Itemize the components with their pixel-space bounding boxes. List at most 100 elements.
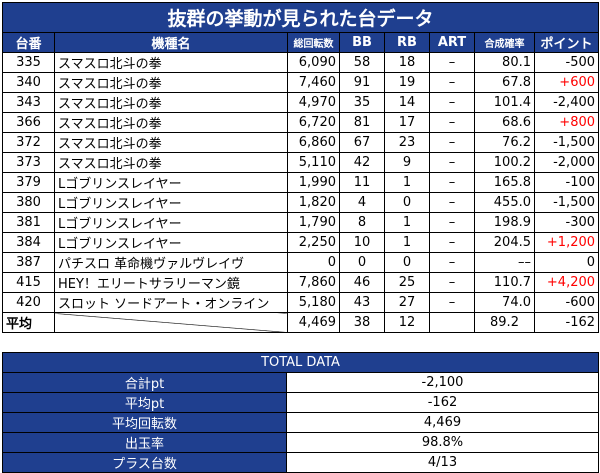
average-label: 平均 xyxy=(2,312,55,333)
machine-number: 343 xyxy=(2,92,55,113)
total-spins: 7,460 xyxy=(287,72,340,93)
art-count: – xyxy=(429,232,475,253)
total-row: プラス台数 4/13 xyxy=(2,451,599,473)
point-value: -300 xyxy=(533,212,600,233)
machine-data-table: 抜群の挙動が見られた台データ 台番 機種名 総回転数 BB RB ART 合成確… xyxy=(1,2,600,333)
point-value: -2,000 xyxy=(533,152,600,173)
art-count: – xyxy=(429,112,475,133)
bb-count: 81 xyxy=(339,112,385,133)
combined-probability: 455.0 xyxy=(474,192,535,213)
art-count: – xyxy=(429,172,475,193)
bb-count: 0 xyxy=(339,252,385,273)
rb-count: 1 xyxy=(384,212,430,233)
header-machine-number: 台番 xyxy=(2,32,55,53)
rb-count: 9 xyxy=(384,152,430,173)
rb-count: 1 xyxy=(384,232,430,253)
total-row-value: 4/13 xyxy=(286,451,599,473)
total-spins: 6,090 xyxy=(287,52,340,73)
bb-count: 11 xyxy=(339,172,385,193)
combined-probability: 76.2 xyxy=(474,132,535,153)
total-spins: 0 xyxy=(287,252,340,273)
machine-name: Lゴブリンスレイヤー xyxy=(54,232,288,253)
header-bb: BB xyxy=(339,32,385,53)
table-row: 381 Lゴブリンスレイヤー 1,790 8 1–198.9 -300 xyxy=(2,212,600,233)
total-row: 合計pt -2,100 xyxy=(2,371,599,393)
machine-number: 373 xyxy=(2,152,55,173)
point-value: -500 xyxy=(533,52,600,73)
rb-count: 0 xyxy=(384,192,430,213)
machine-name: パチスロ 革命機ヴァルヴレイヴ xyxy=(54,252,288,273)
machine-name: スマスロ北斗の拳 xyxy=(54,72,288,93)
point-value: -1,500 xyxy=(533,132,600,153)
total-spins: 1,990 xyxy=(287,172,340,193)
table-row: 379 Lゴブリンスレイヤー 1,990 11 1–165.8 -100 xyxy=(2,172,600,193)
bb-count: 67 xyxy=(339,132,385,153)
machine-number: 415 xyxy=(2,272,55,293)
total-spins: 1,820 xyxy=(287,192,340,213)
table-row: 373 スマスロ北斗の拳 5,110 42 9–100.2 -2,000 xyxy=(2,152,600,173)
table-row: 415 HEY！エリートサラリーマン鏡 7,860 46 25–110.7 +4,200 xyxy=(2,272,600,293)
header-machine-name: 機種名 xyxy=(54,32,288,53)
point-value: +800 xyxy=(533,112,600,133)
total-spins: 5,110 xyxy=(287,152,340,173)
average-bb: 38 xyxy=(339,312,385,333)
total-row: 出玉率 98.8% xyxy=(2,431,599,453)
art-count: – xyxy=(429,92,475,113)
total-row-label: 合計pt xyxy=(2,371,287,393)
art-count: – xyxy=(429,272,475,293)
art-count: – xyxy=(429,192,475,213)
total-row-value: 98.8% xyxy=(286,431,599,453)
machine-name: スマスロ北斗の拳 xyxy=(54,152,288,173)
machine-number: 420 xyxy=(2,292,55,313)
table-row: 380 Lゴブリンスレイヤー 1,820 4 0–455.0 -1,500 xyxy=(2,192,600,213)
rb-count: 19 xyxy=(384,72,430,93)
machine-number: 340 xyxy=(2,72,55,93)
machine-name: スマスロ北斗の拳 xyxy=(54,52,288,73)
total-data-table: TOTAL DATA 合計pt -2,100 平均pt -162 平均回転数 4,469 出… xyxy=(2,352,599,473)
rb-count: 27 xyxy=(384,292,430,313)
bb-count: 42 xyxy=(339,152,385,173)
average-spins: 4,469 xyxy=(287,312,340,333)
point-value: -600 xyxy=(533,292,600,313)
machine-number: 366 xyxy=(2,112,55,133)
table-row: 372 スマスロ北斗の拳 6,860 67 23–76.2 -1,500 xyxy=(2,132,600,153)
art-count: – xyxy=(429,212,475,233)
machine-name: スロット ソードアート・オンライン xyxy=(54,292,288,313)
table-row: 420 スロット ソードアート・オンライン 5,180 43 27–74.0 -600 xyxy=(2,292,600,313)
point-value: +600 xyxy=(533,72,600,93)
bb-count: 46 xyxy=(339,272,385,293)
combined-probability: 80.1 xyxy=(474,52,535,73)
page-title: 抜群の挙動が見られた台データ xyxy=(1,2,600,33)
header-combined-probability: 合成確率 xyxy=(474,32,535,53)
combined-probability: 67.8 xyxy=(474,72,535,93)
total-row-label: 平均pt xyxy=(2,391,287,413)
machine-number: 335 xyxy=(2,52,55,73)
total-row-label: 平均回転数 xyxy=(2,411,287,433)
rb-count: 25 xyxy=(384,272,430,293)
machine-name: Lゴブリンスレイヤー xyxy=(54,172,288,193)
art-count: – xyxy=(429,252,475,273)
total-spins: 1,790 xyxy=(287,212,340,233)
average-name-blank xyxy=(54,312,288,333)
average-row: 平均 4,469 38 12 89.2 -162 xyxy=(2,312,600,333)
average-point: -162 xyxy=(533,312,600,333)
point-value: -2,400 xyxy=(533,92,600,113)
machine-name: スマスロ北斗の拳 xyxy=(54,132,288,153)
rb-count: 0 xyxy=(384,252,430,273)
machine-name: スマスロ北斗の拳 xyxy=(54,92,288,113)
total-row: 平均pt -162 xyxy=(2,391,599,413)
total-row-label: プラス台数 xyxy=(2,451,287,473)
rb-count: 23 xyxy=(384,132,430,153)
total-spins: 7,860 xyxy=(287,272,340,293)
combined-probability: 101.4 xyxy=(474,92,535,113)
combined-probability: 165.8 xyxy=(474,172,535,193)
total-row-label: 出玉率 xyxy=(2,431,287,453)
machine-number: 372 xyxy=(2,132,55,153)
point-value: +4,200 xyxy=(533,272,600,293)
table-header-row: 台番 機種名 総回転数 BB RB ART 合成確率 ポイント xyxy=(2,32,600,53)
combined-probability: 68.6 xyxy=(474,112,535,133)
header-points: ポイント xyxy=(533,32,600,53)
combined-probability: 198.9 xyxy=(474,212,535,233)
table-row: 384 Lゴブリンスレイヤー 2,250 10 1–204.5 +1,200 xyxy=(2,232,600,253)
bb-count: 4 xyxy=(339,192,385,213)
